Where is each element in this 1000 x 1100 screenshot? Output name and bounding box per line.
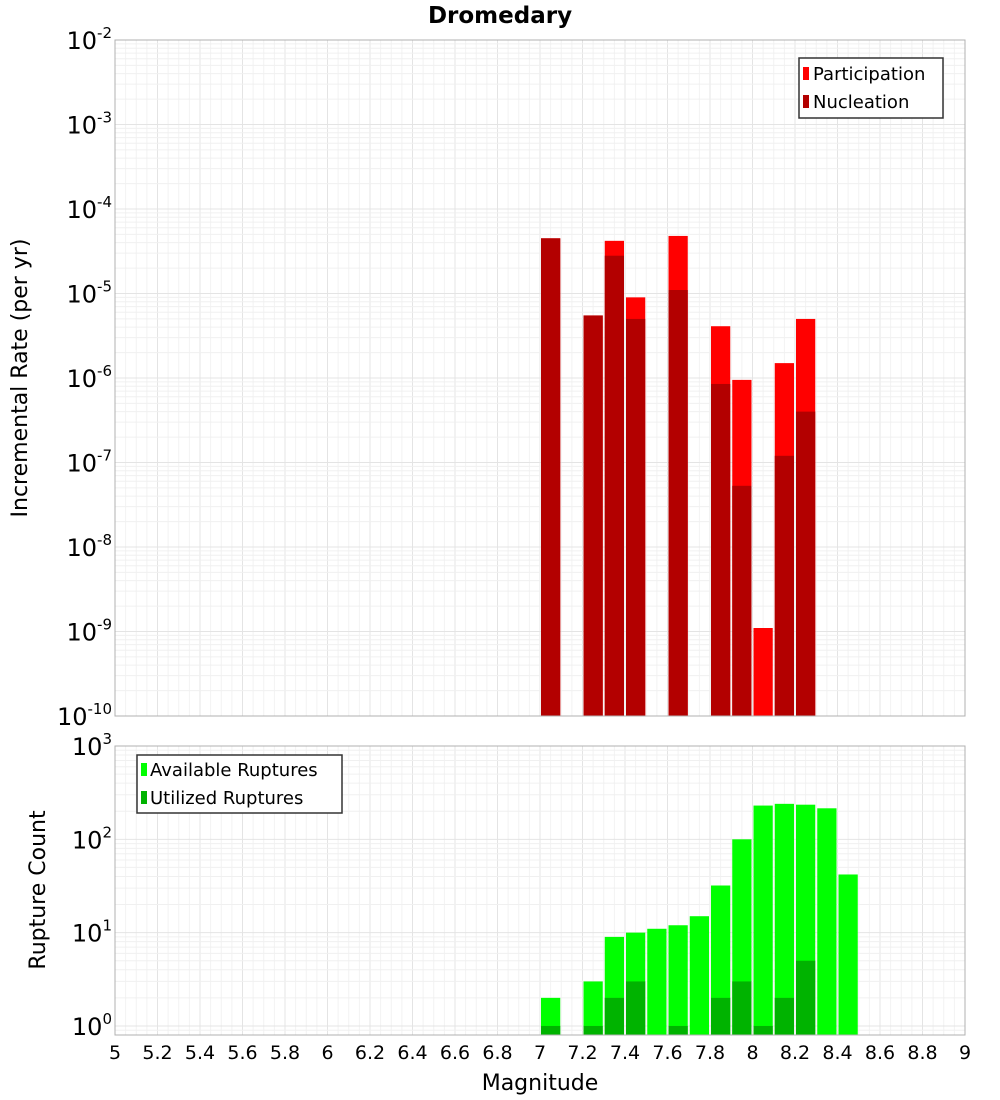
count-bars — [541, 803, 858, 1035]
utilized-ruptures-bar — [604, 997, 624, 1035]
rate-y-ticks: 10-10 10-9 10-8 10-7 10-6 10-5 10-4 10-3 10-2 — [57, 24, 112, 731]
participation-bar — [753, 628, 773, 716]
utilized-ruptures-bar — [732, 981, 752, 1035]
x-tick-label: 6.2 — [355, 1042, 385, 1064]
utilized-ruptures-bar — [796, 960, 816, 1035]
x-tick-label: 7 — [534, 1042, 546, 1064]
legend-nucleation-swatch — [803, 95, 809, 108]
count-legend: Available Ruptures Utilized Ruptures — [136, 754, 343, 814]
x-tick-label: 8.4 — [822, 1042, 852, 1064]
count-y-tick-label: 102 — [72, 823, 112, 854]
legend-nucleation-label: Nucleation — [813, 92, 909, 113]
x-tick-label: 8.6 — [865, 1042, 895, 1064]
rate-y-tick-label: 10-8 — [66, 531, 112, 562]
rate-y-tick-label: 10-5 — [66, 278, 112, 309]
rate-legend-box — [798, 57, 944, 119]
nucleation-bar — [796, 411, 816, 716]
available-ruptures-bar — [774, 803, 794, 1035]
count-plot-border — [114, 745, 966, 1036]
rate-y-tick-label: 10-4 — [66, 193, 112, 224]
utilized-ruptures-bar — [774, 997, 794, 1035]
available-ruptures-bar — [668, 925, 688, 1035]
nucleation-bar — [583, 315, 603, 716]
rate-y-tick-label: 10-2 — [66, 24, 112, 55]
chart-title: Dromedary — [428, 3, 572, 29]
x-tick-label: 7.2 — [567, 1042, 597, 1064]
utilized-ruptures-bar — [626, 981, 646, 1035]
legend-participation-label: Participation — [813, 64, 925, 85]
nucleation-bar — [732, 485, 752, 716]
count-y-axis-label: Rupture Count — [26, 810, 51, 970]
available-ruptures-bar — [711, 885, 731, 1035]
available-ruptures-bar — [817, 808, 837, 1035]
x-tick-label: 5.4 — [185, 1042, 215, 1064]
rate-plot-border — [114, 39, 966, 717]
legend-utilized-swatch — [141, 791, 147, 804]
legend-participation-swatch — [803, 67, 809, 80]
legend-available-swatch — [141, 763, 147, 776]
nucleation-bar — [711, 383, 731, 716]
count-y-ticks: 100 101 102 103 — [72, 730, 112, 1041]
available-ruptures-bar — [647, 928, 667, 1035]
x-tick-label: 8 — [746, 1042, 758, 1064]
x-tick-label: 8.2 — [780, 1042, 810, 1064]
utilized-ruptures-bar — [711, 997, 731, 1035]
x-tick-label: 5.8 — [270, 1042, 300, 1064]
rate-y-tick-label: 10-3 — [66, 109, 112, 140]
nucleation-bar — [541, 238, 561, 717]
x-axis-label: Magnitude — [482, 1071, 599, 1096]
rate-gridlines — [114, 40, 966, 717]
available-ruptures-bar — [541, 997, 561, 1035]
x-axis-ticks: 5 5.2 5.4 5.6 5.8 6 6.2 6.4 6.6 6.8 7 7.2 7.4 7.6 7.8 8… — [109, 1042, 971, 1064]
utilized-ruptures-bar — [753, 1025, 773, 1035]
legend-available-label: Available Ruptures — [150, 760, 318, 781]
x-tick-label: 6 — [321, 1042, 333, 1064]
nucleation-bar — [626, 318, 646, 716]
x-tick-label: 6.4 — [397, 1042, 427, 1064]
count-y-tick-label: 101 — [72, 917, 112, 948]
nucleation-bar — [604, 255, 624, 716]
x-tick-label: 8.8 — [907, 1042, 937, 1064]
count-panel: 100 101 102 103 Rupture Count Available Rup… — [26, 730, 966, 1041]
x-tick-label: 5 — [109, 1042, 121, 1064]
x-tick-label: 5.6 — [227, 1042, 257, 1064]
legend-utilized-label: Utilized Ruptures — [150, 788, 303, 809]
x-tick-label: 7.6 — [652, 1042, 682, 1064]
utilized-ruptures-bar — [668, 1025, 688, 1035]
available-ruptures-bar — [838, 874, 858, 1035]
available-ruptures-bar — [583, 981, 603, 1035]
x-tick-label: 9 — [959, 1042, 971, 1064]
rate-legend: Participation Nucleation — [798, 57, 944, 119]
x-tick-label: 5.2 — [142, 1042, 172, 1064]
x-tick-label: 7.8 — [695, 1042, 725, 1064]
rate-y-tick-label: 10-7 — [66, 447, 112, 478]
nucleation-bar — [668, 290, 688, 716]
x-tick-label: 6.8 — [482, 1042, 512, 1064]
count-y-tick-label: 100 — [72, 1010, 112, 1041]
count-y-tick-label: 103 — [72, 730, 112, 761]
x-tick-label: 7.4 — [610, 1042, 640, 1064]
rate-bars — [541, 235, 816, 717]
utilized-ruptures-bar — [583, 1025, 603, 1035]
rate-y-tick-label: 10-6 — [66, 362, 112, 393]
available-ruptures-bar — [753, 805, 773, 1035]
available-ruptures-bar — [689, 916, 709, 1035]
count-legend-box — [136, 754, 343, 814]
utilized-ruptures-bar — [541, 1025, 561, 1035]
rate-panel: 10-10 10-9 10-8 10-7 10-6 10-5 10-4 10-3 10-2 In… — [8, 24, 966, 731]
rate-y-axis-label: Incremental Rate (per yr) — [8, 239, 33, 518]
nucleation-bar — [774, 455, 794, 716]
rate-y-tick-label: 10-9 — [66, 616, 112, 647]
x-tick-label: 6.6 — [440, 1042, 470, 1064]
rate-y-tick-label: 10-10 — [57, 700, 112, 731]
